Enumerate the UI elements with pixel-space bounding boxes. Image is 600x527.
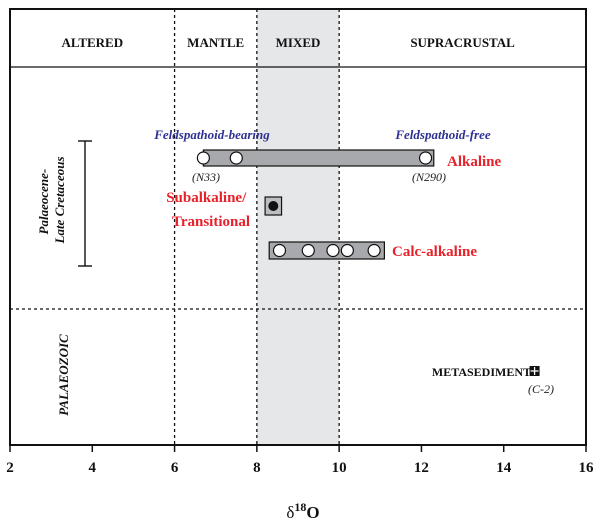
zone-label-mixed: MIXED <box>276 35 321 50</box>
x-tick-label: 14 <box>496 460 512 476</box>
x-tick-label: 12 <box>414 460 429 476</box>
data-point <box>367 243 381 258</box>
data-point <box>340 243 354 258</box>
x-axis-label-o: O <box>306 503 319 522</box>
alkaline-note-left: (N33) <box>192 170 220 184</box>
zone-dividers <box>173 9 340 445</box>
zone-label-mantle: MANTLE <box>187 35 244 50</box>
data-point <box>301 243 315 258</box>
subalkaline-label-line1: Subalkaline/ <box>166 190 247 206</box>
x-tick-label: 8 <box>253 460 261 476</box>
feldspathoid-bearing-label: Feldspathoid-bearing <box>153 127 270 142</box>
era-label-upper: Palaeocene- Late Cretaceous <box>36 156 67 244</box>
x-tick-label: 16 <box>579 460 595 476</box>
mixed-zone-shading <box>256 9 340 445</box>
data-point <box>272 243 287 258</box>
zone-labels: ALTERED MANTLE MIXED SUPRACRUSTAL <box>61 35 515 50</box>
zone-label-supracrustal: SUPRACRUSTAL <box>410 35 515 50</box>
x-axis-label-superscript: 18 <box>294 500 306 514</box>
x-axis-ticks: 2 4 6 8 10 12 14 16 <box>6 445 594 476</box>
series-layer <box>196 149 435 260</box>
x-tick-label: 2 <box>6 460 14 476</box>
metasediment-label: METASEDIMENT <box>432 365 531 379</box>
x-tick-label: 6 <box>171 460 179 476</box>
era-label-lower: PALAEOZOIC <box>56 334 71 416</box>
subalkaline-label-line2: Transitional <box>172 214 250 230</box>
data-point <box>196 151 210 165</box>
x-axis-label: δ18O <box>286 500 319 522</box>
zone-label-altered: ALTERED <box>61 35 123 50</box>
era-label-upper-line1: Palaeocene- <box>36 169 51 235</box>
data-point <box>268 201 279 211</box>
data-point <box>418 151 433 165</box>
x-axis-label-delta: δ <box>286 503 294 522</box>
era-label-upper-line2: Late Cretaceous <box>52 156 67 244</box>
metasediment-marker <box>529 366 540 376</box>
metasediment-note: (C-2) <box>528 382 554 396</box>
feldspathoid-free-label: Feldspathoid-free <box>394 127 491 142</box>
plot-frame <box>9 8 587 446</box>
alkaline-note-right: (N290) <box>412 170 446 184</box>
x-tick-label: 4 <box>89 460 97 476</box>
subalkaline-label: Subalkaline/ Transitional <box>166 190 250 230</box>
x-tick-label: 10 <box>332 460 347 476</box>
calc-alkaline-label: Calc-alkaline <box>392 244 477 260</box>
data-point <box>229 151 243 165</box>
alkaline-label: Alkaline <box>447 154 502 170</box>
era-bracket <box>78 140 92 267</box>
data-point <box>326 243 340 258</box>
